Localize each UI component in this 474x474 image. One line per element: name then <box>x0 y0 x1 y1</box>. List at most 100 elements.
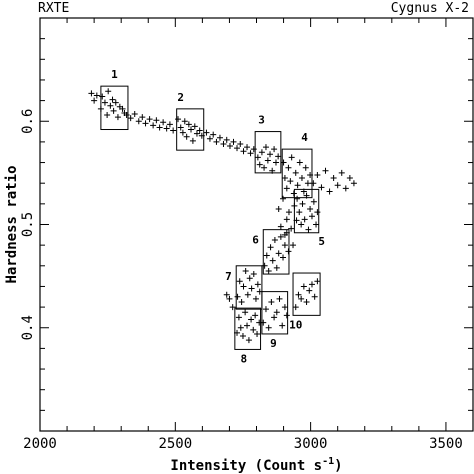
scatter-points <box>88 88 357 344</box>
box-label-2: 2 <box>177 91 184 104</box>
data-point <box>226 143 233 150</box>
data-point <box>271 236 278 243</box>
data-point <box>248 285 255 292</box>
data-point <box>288 154 295 161</box>
x-axis-label-exponent: -1 <box>322 456 334 467</box>
data-point <box>245 337 252 344</box>
data-point <box>183 133 190 140</box>
data-point <box>304 180 311 187</box>
data-point <box>275 153 282 160</box>
data-point <box>275 206 282 213</box>
data-point <box>175 116 182 123</box>
data-point <box>281 175 288 182</box>
x-axis-label-main: Intensity (Count s <box>170 458 322 474</box>
data-point <box>107 102 114 109</box>
data-point <box>153 117 160 124</box>
data-point <box>166 121 173 128</box>
data-point <box>234 293 241 300</box>
box-label-3: 3 <box>258 114 265 127</box>
selection-box-8 <box>234 307 262 350</box>
data-point <box>260 319 267 326</box>
data-point <box>277 233 284 240</box>
data-point <box>280 195 287 202</box>
data-point <box>239 333 246 340</box>
data-point <box>213 138 220 145</box>
data-point <box>314 278 321 285</box>
data-point <box>112 99 119 106</box>
data-point <box>298 221 305 228</box>
data-point <box>254 330 261 337</box>
data-point <box>177 124 184 131</box>
data-point <box>254 281 261 288</box>
data-point <box>273 264 280 271</box>
data-point <box>156 124 163 131</box>
data-point <box>237 140 244 147</box>
data-point <box>223 136 230 143</box>
y-tick-label: 0.5 <box>20 212 36 237</box>
data-point <box>247 150 254 157</box>
data-point <box>261 164 268 171</box>
data-point <box>110 107 117 114</box>
data-point <box>280 254 287 261</box>
data-point <box>338 169 345 176</box>
data-point <box>252 312 259 319</box>
box-label-5: 5 <box>318 235 325 248</box>
data-point <box>265 324 272 331</box>
data-point <box>308 213 315 220</box>
data-point <box>275 250 282 257</box>
data-point <box>142 120 149 127</box>
source-label: Cygnus X-2 <box>390 1 469 16</box>
data-point <box>300 283 307 290</box>
data-point <box>170 127 177 134</box>
data-point <box>314 209 321 216</box>
data-point <box>104 112 111 119</box>
data-point <box>290 242 297 249</box>
data-point <box>313 221 320 228</box>
data-point <box>237 324 244 331</box>
data-point <box>273 309 280 316</box>
data-point <box>288 225 295 232</box>
data-point <box>277 223 284 230</box>
data-point <box>193 130 200 137</box>
data-point <box>294 182 301 189</box>
selection-box-10 <box>292 272 321 316</box>
data-point <box>160 119 167 126</box>
selection-box-1 <box>100 85 129 131</box>
data-point <box>240 283 247 290</box>
data-point <box>250 271 257 278</box>
data-point <box>271 314 278 321</box>
data-point <box>281 242 288 249</box>
data-point <box>318 184 325 191</box>
data-point <box>220 140 227 147</box>
data-point <box>236 278 243 285</box>
data-point <box>246 275 253 282</box>
data-point <box>230 138 237 145</box>
selection-box-7 <box>235 265 263 310</box>
data-point <box>303 298 310 305</box>
data-point <box>342 185 349 192</box>
data-point <box>234 145 241 152</box>
data-point <box>263 252 270 259</box>
box-label-4: 4 <box>301 131 308 144</box>
box-label-6: 6 <box>252 234 259 247</box>
data-point <box>242 267 249 274</box>
data-point <box>272 159 279 166</box>
data-point <box>350 180 357 187</box>
data-point <box>229 304 236 311</box>
data-point <box>114 114 121 121</box>
data-point <box>99 93 106 100</box>
box-label-1: 1 <box>111 68 118 81</box>
data-point <box>308 281 315 288</box>
data-point <box>296 159 303 166</box>
data-point <box>283 216 290 223</box>
data-point <box>163 125 170 132</box>
y-tick-label: 0.4 <box>20 315 36 340</box>
data-point <box>131 111 138 118</box>
data-point <box>296 209 303 216</box>
data-point <box>216 134 223 141</box>
data-point <box>256 161 263 168</box>
data-point <box>295 291 302 298</box>
data-point <box>119 105 126 112</box>
data-point <box>281 304 288 311</box>
